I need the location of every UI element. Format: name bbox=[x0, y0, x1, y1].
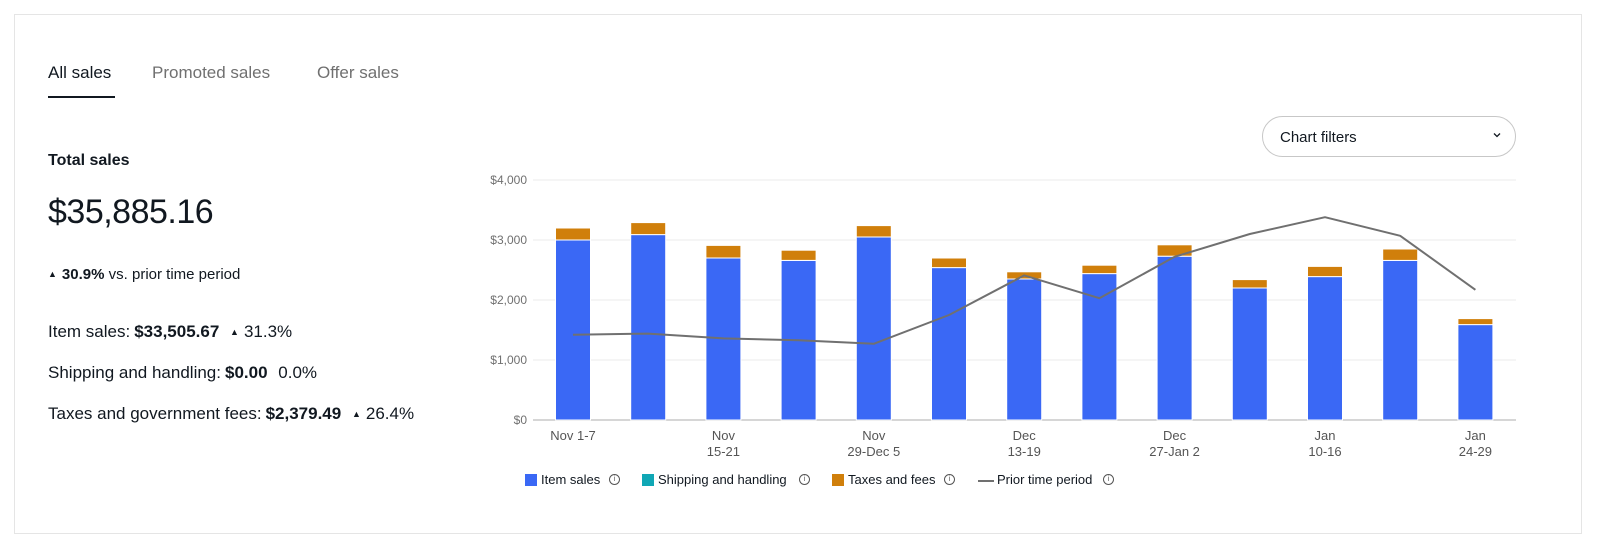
bar-segment bbox=[1307, 276, 1343, 421]
prior-period-line bbox=[572, 216, 1476, 345]
bar-segment bbox=[555, 239, 591, 421]
triangle-up-icon: ▲ bbox=[48, 269, 57, 279]
legend-line bbox=[978, 480, 994, 482]
triangle-up-icon: ▲ bbox=[351, 409, 361, 419]
tab-promoted-sales[interactable]: Promoted sales bbox=[152, 63, 271, 82]
bar-segment bbox=[1382, 248, 1419, 261]
info-icon[interactable]: i bbox=[799, 474, 810, 485]
bar-segment bbox=[630, 234, 667, 421]
x-tick-label: 27-Jan 2 bbox=[1149, 444, 1200, 459]
bar-segment bbox=[555, 227, 591, 241]
bar-segment bbox=[931, 257, 967, 269]
bar-segment bbox=[1231, 279, 1268, 289]
x-tick-label: Nov bbox=[712, 428, 736, 443]
total-sales-value: $35,885.16 bbox=[48, 193, 214, 231]
metric-change: 31.3% bbox=[243, 322, 293, 341]
tab-offer-sales[interactable]: Offer sales bbox=[317, 63, 399, 82]
metric-item-sales: Item sales: $33,505.67 ▲ 31.3% bbox=[48, 322, 292, 342]
legend-label: Prior time period bbox=[997, 472, 1093, 487]
x-tick-label: 10-16 bbox=[1308, 444, 1341, 459]
tab-all-sales[interactable]: All sales bbox=[48, 63, 112, 82]
legend-swatch bbox=[642, 474, 654, 486]
total-change-row: ▲ 30.9% vs. prior time period bbox=[48, 266, 240, 283]
total-change-pct: 30.9% bbox=[61, 266, 105, 283]
metric-value: $33,505.67 bbox=[134, 322, 220, 341]
y-tick-label: $0 bbox=[514, 413, 528, 427]
bar-segment bbox=[855, 236, 892, 421]
bar-segment bbox=[931, 267, 967, 421]
x-tick-label: Jan bbox=[1315, 428, 1336, 443]
info-icon[interactable]: i bbox=[1103, 474, 1114, 485]
metric-shipping: Shipping and handling: $0.00 0.0% bbox=[48, 363, 317, 383]
bar-segment bbox=[1231, 287, 1268, 421]
bar-segment bbox=[1081, 273, 1118, 421]
legend-label: Taxes and fees bbox=[848, 472, 936, 487]
x-tick-label: Dec bbox=[1163, 428, 1187, 443]
x-tick-label: 24-29 bbox=[1459, 444, 1492, 459]
legend-swatch bbox=[525, 474, 537, 486]
x-tick-label: 13-19 bbox=[1008, 444, 1041, 459]
x-tick-label: 29-Dec 5 bbox=[847, 444, 900, 459]
metric-change: 0.0% bbox=[278, 363, 318, 382]
bar-segment bbox=[1156, 244, 1193, 257]
metric-change: 26.4% bbox=[365, 404, 415, 423]
total-change-text: vs. prior time period bbox=[108, 266, 241, 283]
active-tab-indicator bbox=[48, 96, 115, 98]
chart-filters-dropdown[interactable]: Chart filters bbox=[1262, 116, 1516, 157]
x-tick-label: Dec bbox=[1013, 428, 1037, 443]
bar-segment bbox=[630, 222, 667, 236]
metric-label: Item sales: bbox=[48, 322, 131, 341]
metric-taxes: Taxes and government fees: $2,379.49 ▲ 26.… bbox=[48, 404, 414, 424]
bar-segment bbox=[855, 225, 892, 238]
metric-value: $2,379.49 bbox=[265, 404, 342, 423]
x-tick-label: Nov 1-7 bbox=[550, 428, 596, 443]
bar-segment bbox=[1081, 264, 1118, 275]
bar-segment bbox=[1457, 324, 1494, 421]
y-tick-label: $1,000 bbox=[490, 353, 527, 367]
chart-filters-label: Chart filters bbox=[1280, 129, 1357, 146]
y-tick-label: $2,000 bbox=[490, 293, 527, 307]
y-tick-label: $4,000 bbox=[490, 173, 527, 187]
y-tick-label: $3,000 bbox=[490, 233, 527, 247]
metric-value: $0.00 bbox=[224, 363, 268, 382]
legend-swatch bbox=[832, 474, 844, 486]
bar-segment bbox=[780, 249, 817, 261]
bar-segment bbox=[1156, 255, 1193, 421]
metric-label: Taxes and government fees: bbox=[48, 404, 262, 423]
metric-label: Shipping and handling: bbox=[48, 363, 221, 382]
chevron-down-icon bbox=[1493, 133, 1501, 138]
bar-segment bbox=[1382, 259, 1419, 421]
info-icon[interactable]: i bbox=[609, 474, 620, 485]
bar-segment bbox=[1307, 265, 1343, 278]
total-sales-title: Total sales bbox=[48, 152, 130, 169]
bar-segment bbox=[1457, 318, 1494, 326]
bar-segment bbox=[705, 244, 742, 259]
legend-label: Item sales bbox=[541, 472, 601, 487]
x-tick-label: Nov bbox=[862, 428, 886, 443]
x-tick-label: Jan bbox=[1465, 428, 1486, 443]
bar-segment bbox=[1006, 278, 1043, 421]
legend-label: Shipping and handling bbox=[658, 472, 787, 487]
x-tick-label: 15-21 bbox=[707, 444, 740, 459]
info-icon[interactable]: i bbox=[944, 474, 955, 485]
triangle-up-icon: ▲ bbox=[230, 327, 239, 337]
